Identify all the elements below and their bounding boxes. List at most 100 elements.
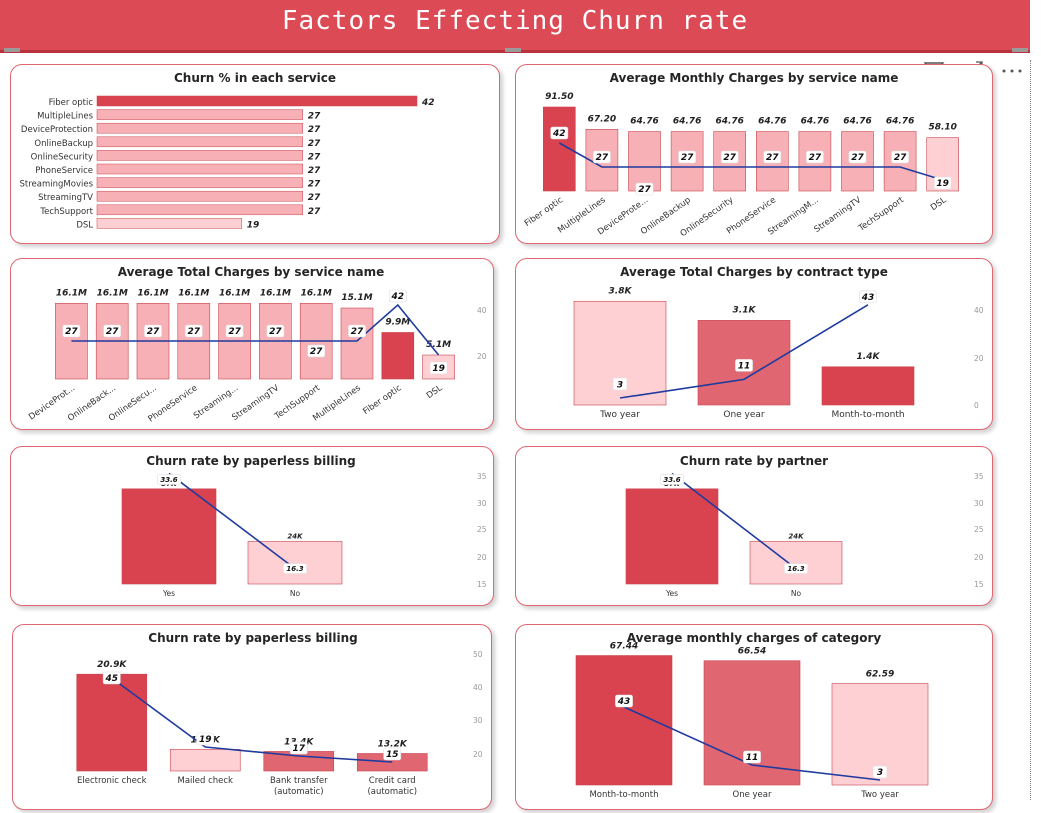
category-label: No <box>791 589 802 598</box>
visual-boundary <box>1030 60 1031 800</box>
bar[interactable] <box>169 749 241 772</box>
data-label-bg <box>612 377 628 391</box>
bar[interactable] <box>96 190 303 202</box>
line-series[interactable] <box>111 677 393 763</box>
line-series[interactable] <box>71 303 440 356</box>
data-label: 27 <box>308 152 321 162</box>
bar[interactable] <box>96 136 303 148</box>
chart-churn-by-service[interactable]: Churn % in each service Fiber optic 42 Mult… <box>10 64 500 244</box>
data-label: 64.76 <box>886 117 914 127</box>
chart-total-charges-by-contract[interactable]: Average Total Charges by contract type 3.… <box>515 258 993 430</box>
data-label-bg <box>196 732 215 746</box>
data-label-bg <box>289 741 308 755</box>
bar[interactable] <box>76 673 148 772</box>
bar[interactable] <box>96 218 243 229</box>
line-data-label: 3 <box>617 380 623 390</box>
chart-churn-by-partner[interactable]: Churn rate by partner37KYes24KNo33.616.3… <box>515 446 993 606</box>
bar[interactable] <box>575 655 673 786</box>
category-label: OnlineBackup <box>34 139 93 149</box>
bar[interactable] <box>96 95 418 107</box>
resize-handle[interactable] <box>505 48 521 52</box>
chart-monthly-charges-by-category[interactable]: Average monthly charges of category 67.44… <box>515 624 993 810</box>
bar[interactable] <box>96 122 303 134</box>
bar[interactable] <box>381 332 415 380</box>
data-label-bg <box>102 671 121 685</box>
data-label-bg <box>872 765 888 779</box>
data-label: 64.76 <box>758 117 786 127</box>
data-label: 67.44 <box>610 642 638 652</box>
chart-total-charges-by-service[interactable]: Average Total Charges by service name 16.… <box>10 258 494 430</box>
bar[interactable] <box>96 150 303 161</box>
title-bar: Factors Effecting Churn rate <box>0 0 1030 53</box>
data-label: 13.2K <box>378 739 408 749</box>
line-data-label: 3 <box>877 768 883 778</box>
data-label-bg <box>743 750 761 764</box>
data-label: 9.9M <box>385 317 410 327</box>
data-label-bg <box>720 150 739 164</box>
chart-title: Average Monthly Charges by service name <box>610 71 899 85</box>
data-label-bg <box>62 324 81 338</box>
category-label: TechSupport <box>856 195 906 234</box>
data-label-bg <box>933 176 952 190</box>
line-data-label: 43 <box>861 293 875 303</box>
data-label: 27 <box>308 180 321 190</box>
chart-churn-by-payment-method[interactable]: Churn rate by paperless billing 20.9K Elec… <box>12 624 492 810</box>
bar[interactable] <box>340 307 374 380</box>
data-label: 5.1M <box>426 340 451 350</box>
category-label: Yes <box>665 589 678 598</box>
data-label: 3.8K <box>609 286 633 296</box>
category-label: Electronic check <box>77 776 147 786</box>
category-label: DeviceProtection <box>21 125 93 135</box>
chart-churn-by-paperless-billing[interactable]: Churn rate by paperless billing37KYes24K… <box>10 446 494 606</box>
data-label: 16.1M <box>56 288 87 298</box>
resize-handle[interactable] <box>1012 48 1028 52</box>
bar[interactable] <box>628 131 661 192</box>
bar[interactable] <box>96 177 303 188</box>
data-label: 24K <box>287 532 303 540</box>
category-label: StreamingTV <box>813 195 864 235</box>
bar[interactable] <box>121 488 217 585</box>
chart-monthly-charges-by-service[interactable]: Average Monthly Charges by service name 9… <box>515 64 993 244</box>
data-label-bg <box>678 150 696 164</box>
bar[interactable] <box>96 163 303 175</box>
chart-title: Churn rate by paperless billing <box>146 454 355 468</box>
data-label: 1.4K <box>857 352 881 362</box>
bar[interactable] <box>96 109 303 120</box>
line-data-label: 43 <box>617 697 631 707</box>
line-series[interactable] <box>619 304 869 399</box>
bar[interactable] <box>96 204 303 216</box>
line-data-label: 27 <box>351 327 364 337</box>
chart-title: Churn rate by partner <box>680 454 828 468</box>
category-label: Fiber optic <box>49 98 94 108</box>
line-data-label: 27 <box>228 327 241 337</box>
category-label: PhoneService <box>35 166 93 176</box>
data-label: 64.76 <box>843 117 871 127</box>
line-data-label: 33.6 <box>663 476 680 484</box>
data-label: 16.1M <box>219 288 250 298</box>
data-label: 58.10 <box>928 123 956 133</box>
bar[interactable] <box>749 541 843 585</box>
chart-title: Churn % in each service <box>174 71 336 85</box>
resize-handle[interactable] <box>4 48 20 52</box>
data-label: 3.1K <box>733 305 757 315</box>
data-label-bg <box>283 563 307 574</box>
chart-title: Churn rate by paperless billing <box>148 631 357 645</box>
bar[interactable] <box>821 366 915 406</box>
line-series[interactable] <box>558 142 943 181</box>
data-label-bg <box>635 182 654 196</box>
line-series[interactable] <box>168 472 296 570</box>
more-options-icon[interactable] <box>1002 69 1022 73</box>
bar[interactable] <box>625 488 719 585</box>
line-data-label: 17 <box>292 744 305 754</box>
category-label: TechSupport <box>39 207 93 217</box>
data-label: 27 <box>308 139 321 149</box>
axis-tick-label: 35 <box>477 472 487 481</box>
line-series[interactable] <box>623 706 881 781</box>
axis-tick-label: 20 <box>974 553 984 562</box>
category-label: Fiber optic <box>361 383 403 417</box>
data-label-bg <box>429 361 448 375</box>
axis-tick-label: 20 <box>473 750 483 759</box>
bar[interactable] <box>703 660 801 786</box>
bar[interactable] <box>247 541 343 585</box>
line-series[interactable] <box>671 472 797 570</box>
